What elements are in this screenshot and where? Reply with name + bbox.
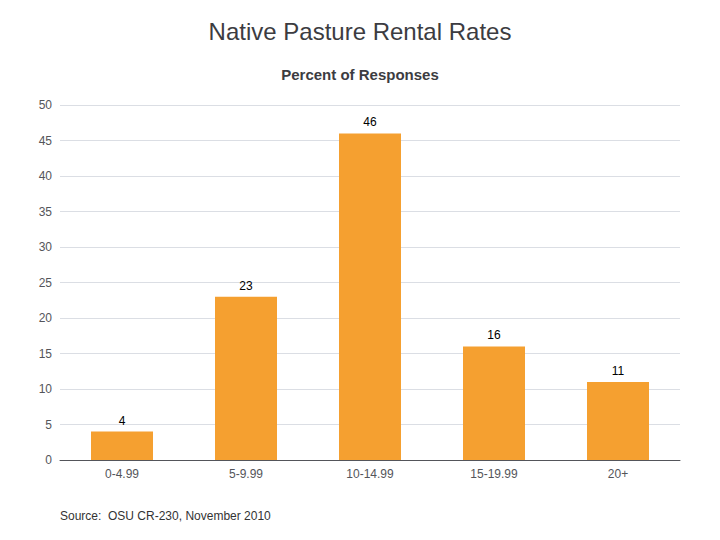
- svg-text:25: 25: [39, 276, 53, 290]
- svg-text:5-9.99: 5-9.99: [229, 467, 263, 481]
- svg-text:50: 50: [39, 98, 53, 112]
- svg-text:40: 40: [39, 169, 53, 183]
- svg-text:16: 16: [487, 328, 501, 342]
- svg-text:0-4.99: 0-4.99: [105, 467, 139, 481]
- svg-text:15: 15: [39, 347, 53, 361]
- svg-text:46: 46: [363, 115, 377, 129]
- svg-text:4: 4: [119, 414, 126, 428]
- svg-text:Percent of Responses: Percent of Responses: [281, 66, 439, 83]
- svg-text:0: 0: [45, 453, 52, 467]
- svg-text:Native Pasture Rental Rates: Native Pasture Rental Rates: [209, 18, 512, 45]
- svg-text:23: 23: [239, 279, 253, 293]
- svg-text:10: 10: [39, 382, 53, 396]
- svg-text:45: 45: [39, 134, 53, 148]
- svg-text:35: 35: [39, 205, 53, 219]
- svg-text:15-19.99: 15-19.99: [470, 467, 518, 481]
- svg-text:20+: 20+: [608, 467, 628, 481]
- svg-text:10-14.99: 10-14.99: [346, 467, 394, 481]
- svg-text:30: 30: [39, 240, 53, 254]
- svg-text:Source: OSU CR-230, November: Source: OSU CR-230, November 2010: [60, 509, 271, 523]
- svg-text:11: 11: [612, 364, 625, 378]
- svg-text:20: 20: [39, 311, 53, 325]
- svg-text:5: 5: [45, 418, 52, 432]
